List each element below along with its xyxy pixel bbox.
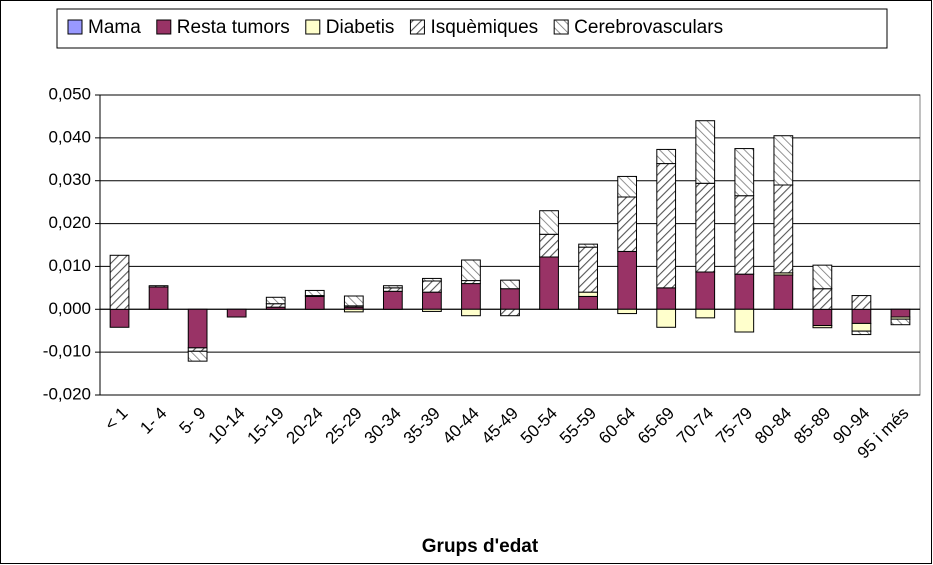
legend-label: Cerebrovasculars bbox=[574, 17, 723, 38]
y-tick-label: -0,010 bbox=[43, 342, 91, 361]
bar-segment bbox=[539, 210, 559, 235]
legend-label: Isquèmiques bbox=[430, 17, 538, 38]
legend-box bbox=[56, 8, 888, 49]
bar-segment bbox=[851, 308, 872, 324]
y-tick-label: 0,010 bbox=[48, 256, 91, 275]
bar-segment bbox=[109, 308, 130, 328]
bar-segment bbox=[500, 308, 520, 317]
bar-segment bbox=[734, 195, 755, 275]
bar-segment bbox=[148, 285, 169, 288]
bar-segment bbox=[187, 347, 208, 352]
bar-segment bbox=[773, 274, 794, 310]
bar-segment bbox=[578, 246, 598, 293]
bar-segment bbox=[304, 289, 325, 297]
legend-swatch bbox=[409, 19, 425, 35]
y-tick-label: 0,040 bbox=[48, 127, 91, 146]
bar-segment bbox=[382, 285, 403, 289]
bar-segment bbox=[656, 308, 677, 328]
bar-segment bbox=[773, 184, 794, 274]
bar-segment bbox=[343, 308, 364, 313]
bar-segment bbox=[617, 308, 638, 315]
legend-swatch bbox=[67, 19, 83, 35]
y-tick-label: 0,050 bbox=[48, 84, 91, 103]
bar-segment bbox=[578, 295, 598, 310]
bar-segment bbox=[656, 163, 677, 289]
bar-segment bbox=[617, 250, 638, 310]
bar-segment bbox=[734, 148, 755, 197]
y-tick-label: 0,030 bbox=[48, 170, 91, 189]
bar-segment bbox=[851, 330, 872, 336]
bar-segment bbox=[890, 318, 911, 326]
bar-segment bbox=[382, 287, 403, 292]
x-axis-title: Grups d'edat bbox=[422, 536, 539, 557]
bar-segment bbox=[578, 291, 598, 297]
y-tick-label: 0,000 bbox=[48, 299, 91, 318]
bar-segment bbox=[812, 264, 833, 290]
legend-swatch bbox=[553, 19, 569, 35]
bar-segment bbox=[617, 175, 638, 198]
bar-segment bbox=[422, 277, 442, 282]
bar-segment bbox=[695, 120, 716, 184]
plot-area bbox=[99, 94, 921, 396]
bar-segment bbox=[656, 287, 677, 310]
legend-label: Resta tumors bbox=[177, 17, 290, 38]
bar-segment bbox=[304, 295, 325, 310]
bar-segment bbox=[226, 308, 247, 318]
bar-segment bbox=[695, 271, 716, 310]
bar-segment bbox=[578, 243, 598, 248]
bar-segment bbox=[773, 135, 794, 186]
bar-segment bbox=[461, 259, 481, 282]
bar-segment bbox=[382, 290, 403, 310]
bar-segment bbox=[148, 286, 169, 310]
bar-segment bbox=[539, 256, 559, 310]
bar-segment bbox=[812, 288, 833, 310]
bar-segment bbox=[734, 273, 755, 310]
legend-label: Mama bbox=[88, 17, 141, 38]
bar-segment bbox=[265, 303, 286, 308]
bar-segment bbox=[890, 308, 911, 318]
bar-segment bbox=[461, 308, 481, 317]
bar-segment bbox=[539, 233, 559, 258]
bar-segment bbox=[461, 283, 481, 310]
bar-segment bbox=[812, 325, 833, 329]
bar-segment bbox=[617, 196, 638, 252]
bar-segment bbox=[500, 279, 520, 290]
bar-segment bbox=[422, 280, 442, 293]
bar-segment bbox=[187, 350, 208, 362]
bar-segment bbox=[422, 291, 442, 310]
bar-segment bbox=[187, 308, 208, 349]
legend-label: Diabetis bbox=[326, 17, 395, 38]
bar-segment bbox=[734, 308, 755, 333]
legend-swatch bbox=[305, 19, 321, 35]
bar-segment bbox=[109, 254, 130, 310]
bar-segment bbox=[500, 288, 520, 310]
bar-segment bbox=[812, 308, 833, 327]
legend-swatch bbox=[156, 19, 172, 35]
bar-segment bbox=[343, 295, 364, 307]
y-tick-label: -0,020 bbox=[43, 384, 91, 403]
bar-segment bbox=[695, 308, 716, 319]
y-tick-label: 0,020 bbox=[48, 213, 91, 232]
bar-segment bbox=[265, 296, 286, 305]
bar-segment bbox=[695, 182, 716, 273]
bar-segment bbox=[851, 295, 872, 310]
bar-segment bbox=[422, 308, 442, 312]
bar-segment bbox=[656, 148, 677, 165]
bar-segment bbox=[851, 322, 872, 332]
